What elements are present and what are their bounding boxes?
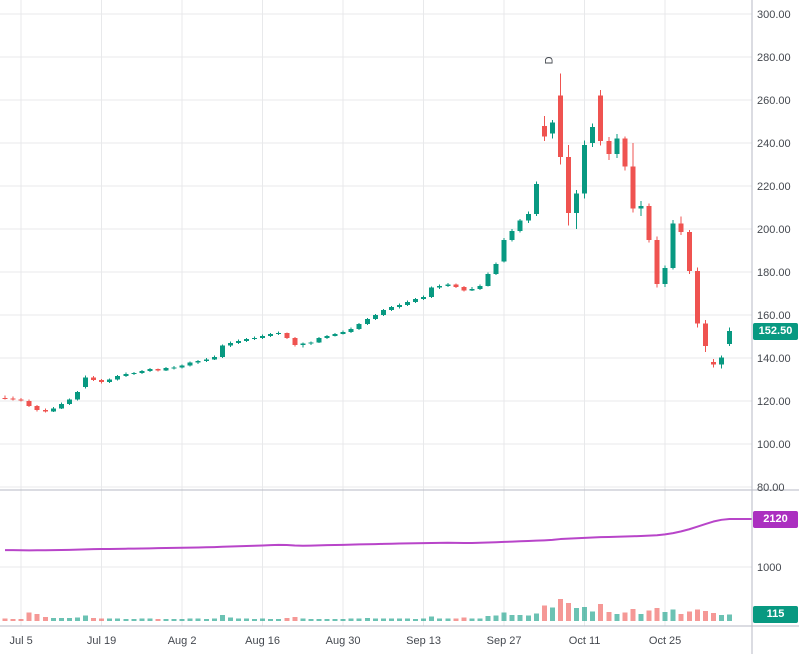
volume-bars <box>2 598 732 621</box>
svg-text:Oct 11: Oct 11 <box>569 635 601 647</box>
indicator-value-badge: 2120 <box>753 510 798 528</box>
svg-text:180.00: 180.00 <box>757 267 791 279</box>
svg-text:Sep 27: Sep 27 <box>487 635 522 647</box>
svg-text:Oct 25: Oct 25 <box>649 635 681 647</box>
svg-text:100.00: 100.00 <box>757 439 791 451</box>
svg-text:Aug 30: Aug 30 <box>326 635 361 647</box>
svg-text:Aug 16: Aug 16 <box>245 635 280 647</box>
svg-text:220.00: 220.00 <box>757 181 791 193</box>
svg-text:80.00: 80.00 <box>757 482 785 494</box>
time-axis-labels: Jul 5 Jul 19 Aug 2 Aug 16 Aug 30 Sep 13 Sep 27… <box>9 635 681 647</box>
svg-text:240.00: 240.00 <box>757 138 791 150</box>
svg-text:160.00: 160.00 <box>757 310 791 322</box>
candlestick-series <box>2 73 732 413</box>
svg-text:Aug 2: Aug 2 <box>168 635 197 647</box>
svg-text:Jul 19: Jul 19 <box>87 635 116 647</box>
svg-text:200.00: 200.00 <box>757 224 791 236</box>
svg-text:Sep 13: Sep 13 <box>406 635 441 647</box>
indicator-line <box>4 518 752 552</box>
svg-text:140.00: 140.00 <box>757 353 791 365</box>
last-price-badge: 152.50 <box>753 322 798 340</box>
svg-text:1000: 1000 <box>757 562 781 574</box>
svg-text:Jul 5: Jul 5 <box>9 635 32 647</box>
price-axis-labels: 300.00 280.00 260.00 240.00 220.00 200.00 180.… <box>757 9 791 574</box>
svg-text:300.00: 300.00 <box>757 9 791 21</box>
event-marker: D <box>543 56 555 64</box>
svg-text:260.00: 260.00 <box>757 95 791 107</box>
gridlines <box>0 0 752 626</box>
svg-text:D: D <box>543 56 555 64</box>
svg-text:120.00: 120.00 <box>757 396 791 408</box>
volume-value-badge: 115 <box>753 605 798 623</box>
svg-text:280.00: 280.00 <box>757 52 791 64</box>
